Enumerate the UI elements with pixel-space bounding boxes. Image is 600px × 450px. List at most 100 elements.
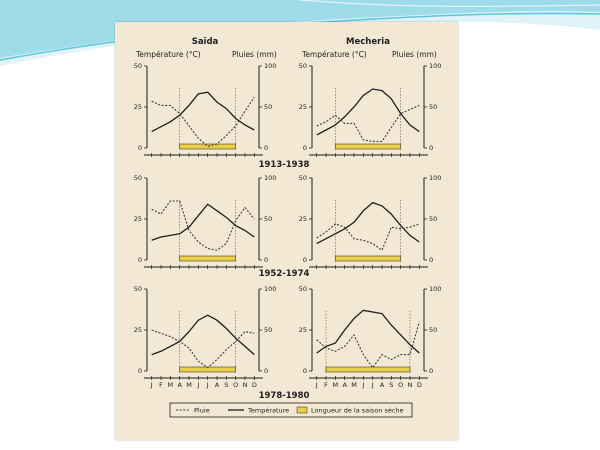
legend-rain-label: Pluie (194, 407, 210, 415)
slide-top-wave-line (0, 12, 600, 61)
month-label: J (315, 381, 318, 389)
plots-layer: 0 25 50 0 50 100 0 25 50 0 50 100 0 25 50 0 50 100 0 25 50 0 5… (134, 62, 442, 389)
temperature-tick-label: 0 (303, 256, 307, 264)
temperature-line (316, 88, 420, 136)
temperature-tick-label: 0 (303, 144, 307, 152)
legend-dry-swatch (296, 406, 308, 414)
climate-diagram-4: 0 25 50 0 50 100 (299, 174, 441, 269)
rain-tick-label: 0 (264, 144, 268, 152)
temperature-tick-label: 50 (134, 62, 142, 70)
temperature-tick-label: 25 (299, 326, 307, 334)
rain-tick-label: 100 (429, 62, 441, 70)
temperature-tick-label: 50 (134, 174, 142, 182)
month-label: J (371, 381, 374, 389)
rain-tick-label: 100 (264, 285, 276, 293)
month-label: A (380, 381, 385, 389)
rain-tick-label: 100 (264, 62, 276, 70)
rain-line (316, 321, 420, 369)
rain-tick-label: 0 (429, 144, 433, 152)
rain-line (316, 104, 420, 142)
rain-axis-header-mecheria: Pluies (mm) (392, 50, 437, 59)
month-label: O (398, 381, 403, 389)
temperature-tick-label: 50 (299, 285, 307, 293)
rain-line (151, 200, 255, 251)
temperature-line (151, 314, 255, 356)
rain-tick-label: 50 (264, 215, 272, 223)
month-label: M (168, 381, 174, 389)
rain-line (151, 329, 255, 369)
temperature-tick-label: 50 (299, 174, 307, 182)
month-label: A (177, 381, 182, 389)
rain-tick-label: 0 (429, 367, 433, 375)
slide-top-wave-accent (0, 0, 600, 58)
rain-line (316, 223, 420, 252)
legend: Pluie Température Longueur de la saison … (169, 402, 413, 418)
month-label: D (417, 381, 422, 389)
month-label: F (159, 381, 163, 389)
rain-tick-label: 50 (429, 215, 437, 223)
month-label: J (196, 381, 199, 389)
month-label: J (206, 381, 209, 389)
legend-temperature-label: Température (247, 407, 289, 415)
rain-tick-label: 100 (429, 174, 441, 182)
temperature-tick-label: 0 (138, 144, 142, 152)
rain-tick-label: 50 (429, 103, 437, 111)
dry-season-bar (335, 143, 401, 150)
rain-tick-label: 0 (429, 256, 433, 264)
month-label: M (186, 381, 192, 389)
month-label: S (389, 381, 393, 389)
temperature-axis-header-mecheria: Température (°C) (301, 50, 367, 59)
temperature-tick-label: 25 (134, 326, 142, 334)
rain-tick-label: 50 (264, 103, 272, 111)
month-label: M (351, 381, 357, 389)
month-label: A (215, 381, 220, 389)
rain-tick-label: 100 (429, 285, 441, 293)
month-label: D (252, 381, 257, 389)
period-label-2: 1952-1974 (259, 269, 310, 279)
rain-tick-label: 0 (264, 256, 268, 264)
period-label-3: 1978-1980 (259, 391, 310, 401)
column-title-saida: Saïda (192, 37, 219, 47)
dry-season-bar (325, 366, 411, 373)
temperature-axis-header-saida: Température (°C) (135, 50, 201, 59)
temperature-tick-label: 0 (303, 367, 307, 375)
dry-season-bar (335, 255, 401, 262)
month-label: O (233, 381, 238, 389)
legend-box (169, 402, 413, 418)
month-label: J (361, 381, 364, 389)
dry-season-bar (179, 255, 236, 262)
month-label: A (342, 381, 347, 389)
month-label: M (333, 381, 339, 389)
temperature-tick-label: 50 (134, 285, 142, 293)
temperature-tick-label: 0 (138, 367, 142, 375)
rain-tick-label: 0 (264, 367, 268, 375)
climate-diagram-1: 0 25 50 0 50 100 (134, 62, 276, 157)
temperature-line (316, 309, 420, 354)
temperature-tick-label: 50 (299, 62, 307, 70)
climate-diagram-2: 0 25 50 0 50 100 (299, 62, 441, 157)
rain-tick-label: 100 (264, 174, 276, 182)
legend-dry-label: Longueur de la saison sèche (311, 407, 404, 415)
temperature-line (151, 203, 255, 241)
temperature-line (316, 201, 420, 245)
rain-line (151, 96, 255, 148)
month-label: N (408, 381, 413, 389)
slide-top-wave-line-2 (299, 0, 600, 7)
temperature-tick-label: 0 (138, 256, 142, 264)
rain-axis-header-saida: Pluies (mm) (232, 50, 277, 59)
month-label: N (243, 381, 248, 389)
month-label: J (150, 381, 153, 389)
month-label: S (224, 381, 228, 389)
month-label: F (324, 381, 328, 389)
temperature-tick-label: 25 (299, 103, 307, 111)
climate-diagram-3: 0 25 50 0 50 100 (134, 174, 276, 269)
column-title-mecheria: Mecheria (346, 37, 390, 47)
dry-season-bar (179, 143, 236, 150)
temperature-line (151, 91, 255, 133)
temperature-tick-label: 25 (134, 103, 142, 111)
temperature-tick-label: 25 (299, 215, 307, 223)
